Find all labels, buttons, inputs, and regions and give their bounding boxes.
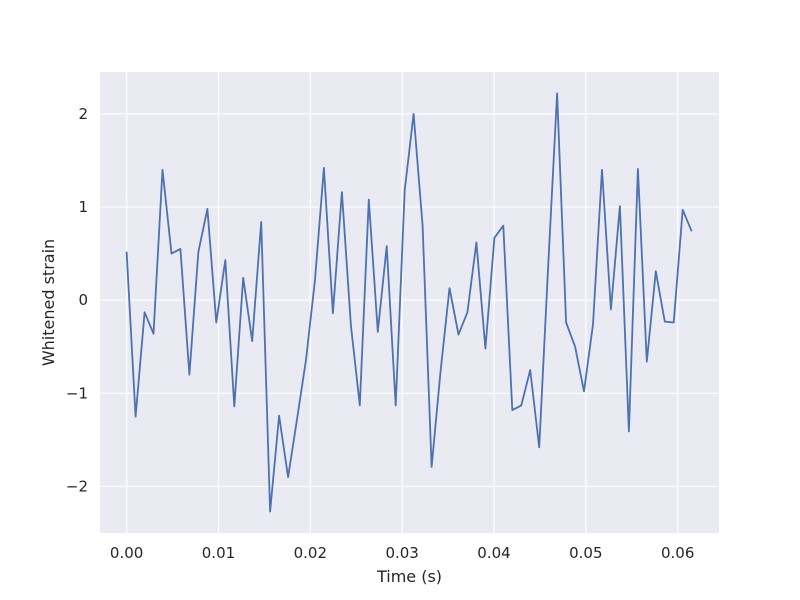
x-tick-label: 0.00 — [110, 544, 143, 562]
plot-background — [100, 72, 719, 533]
grid — [100, 72, 719, 533]
x-tick-label: 0.01 — [202, 544, 235, 562]
y-axis-label: Whitened strain — [39, 239, 58, 366]
x-tick-label: 0.03 — [385, 544, 418, 562]
x-tick-label: 0.05 — [569, 544, 602, 562]
series-line — [125, 92, 693, 513]
x-axis-label: Time (s) — [376, 567, 442, 586]
x-tick-label: 0.02 — [294, 544, 327, 562]
x-tick-label: 0.04 — [477, 544, 510, 562]
y-tick-label: 0 — [78, 291, 88, 309]
y-tick-label: 1 — [78, 198, 88, 216]
y-tick-label: −2 — [66, 477, 88, 495]
x-tick-label: 0.06 — [661, 544, 694, 562]
y-tick-label: −1 — [66, 384, 88, 402]
x-axis-ticks: 0.00 0.01 0.02 0.03 0.04 0.05 0.06 — [110, 544, 694, 562]
y-axis-ticks: −2 −1 0 1 2 — [66, 105, 88, 496]
y-tick-label: 2 — [78, 105, 88, 123]
